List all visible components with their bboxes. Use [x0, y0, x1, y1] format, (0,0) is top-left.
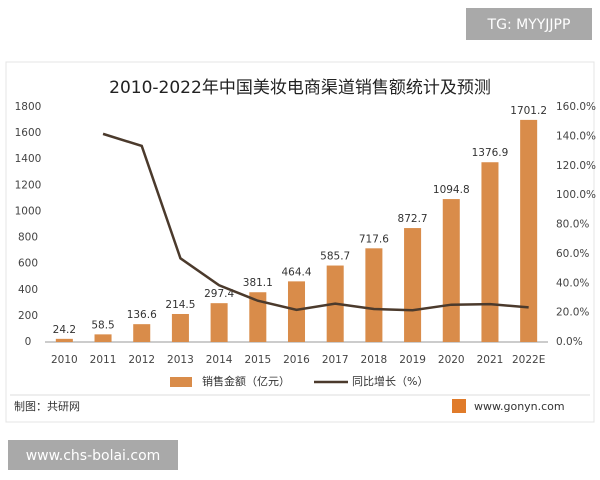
x-tick-label: 2018 — [361, 354, 388, 366]
watermark-top: TG: MYYJJPP — [487, 17, 571, 33]
x-tick-label: 2019 — [399, 354, 426, 366]
website: www.gonyn.com — [474, 400, 565, 413]
y2-tick-label: 160.0% — [556, 101, 596, 113]
y2-tick-label: 100.0% — [556, 189, 596, 201]
y2-tick-label: 40.0% — [556, 277, 589, 289]
bar — [404, 228, 422, 342]
x-tick-label: 2015 — [244, 354, 271, 366]
y-tick-label: 1600 — [15, 127, 42, 139]
y-tick-label: 0 — [25, 336, 32, 348]
x-tick-label: 2014 — [206, 354, 233, 366]
value-label: 717.6 — [359, 233, 389, 245]
value-label: 58.5 — [91, 319, 114, 331]
value-label: 381.1 — [243, 277, 273, 289]
y2-tick-label: 0.0% — [556, 336, 583, 348]
watermark-bottom: www.chs-bolai.com — [26, 448, 161, 464]
value-label: 585.7 — [320, 251, 350, 263]
y-tick-label: 200 — [18, 310, 38, 322]
value-label: 136.6 — [127, 309, 157, 321]
badge-bg — [466, 8, 592, 40]
chart-card — [5, 61, 595, 423]
y-tick-label: 800 — [18, 232, 38, 244]
y-tick-label: 1200 — [15, 179, 42, 191]
y2-tick-label: 80.0% — [556, 219, 589, 231]
value-label: 1094.8 — [433, 184, 470, 196]
chart-title: 2010-2022年中国美妆电商渠道销售额统计及预测 — [109, 78, 491, 98]
value-label: 1376.9 — [472, 147, 509, 159]
source: 制图：共研网 — [14, 400, 80, 413]
legend-label: 同比增长（%） — [352, 374, 428, 388]
value-label: 464.4 — [281, 266, 311, 278]
bar — [442, 199, 460, 342]
y2-tick-label: 60.0% — [556, 248, 589, 260]
x-tick-label: 2013 — [167, 354, 194, 366]
logo — [452, 399, 466, 413]
legend-swatch — [170, 377, 192, 387]
value-label: 214.5 — [165, 299, 195, 311]
value-label: 24.2 — [53, 324, 76, 336]
y2-tick-label: 120.0% — [556, 160, 596, 172]
x-tick-label: 2022E — [512, 354, 545, 366]
y2-tick-label: 20.0% — [556, 307, 589, 319]
value-label: 297.4 — [204, 288, 234, 300]
value-label: 1701.2 — [510, 105, 547, 117]
badge-bg — [8, 440, 178, 470]
bar — [133, 324, 151, 342]
value-label: 872.7 — [398, 213, 428, 225]
bar — [94, 334, 112, 342]
bar — [481, 162, 499, 342]
x-tick-label: 2016 — [283, 354, 310, 366]
x-tick-label: 2012 — [128, 354, 155, 366]
x-tick-label: 2011 — [90, 354, 117, 366]
y-tick-label: 600 — [18, 258, 38, 270]
bar — [55, 338, 73, 342]
legend-label: 销售金额（亿元） — [202, 374, 290, 388]
bar — [520, 119, 538, 342]
x-tick-label: 2017 — [322, 354, 349, 366]
x-tick-label: 2020 — [438, 354, 465, 366]
x-tick-label: 2010 — [51, 354, 78, 366]
y-tick-label: 1400 — [15, 153, 42, 165]
line — [102, 132, 529, 312]
x-tick-label: 2021 — [477, 354, 504, 366]
bar — [171, 313, 189, 342]
y-tick-label: 1000 — [15, 205, 42, 217]
bar — [210, 303, 228, 342]
y2-tick-label: 140.0% — [556, 130, 596, 142]
bar — [287, 281, 306, 342]
bar — [249, 292, 267, 342]
y-tick-label: 400 — [18, 284, 38, 296]
bar — [365, 248, 383, 342]
y-tick-label: 1800 — [15, 101, 42, 113]
